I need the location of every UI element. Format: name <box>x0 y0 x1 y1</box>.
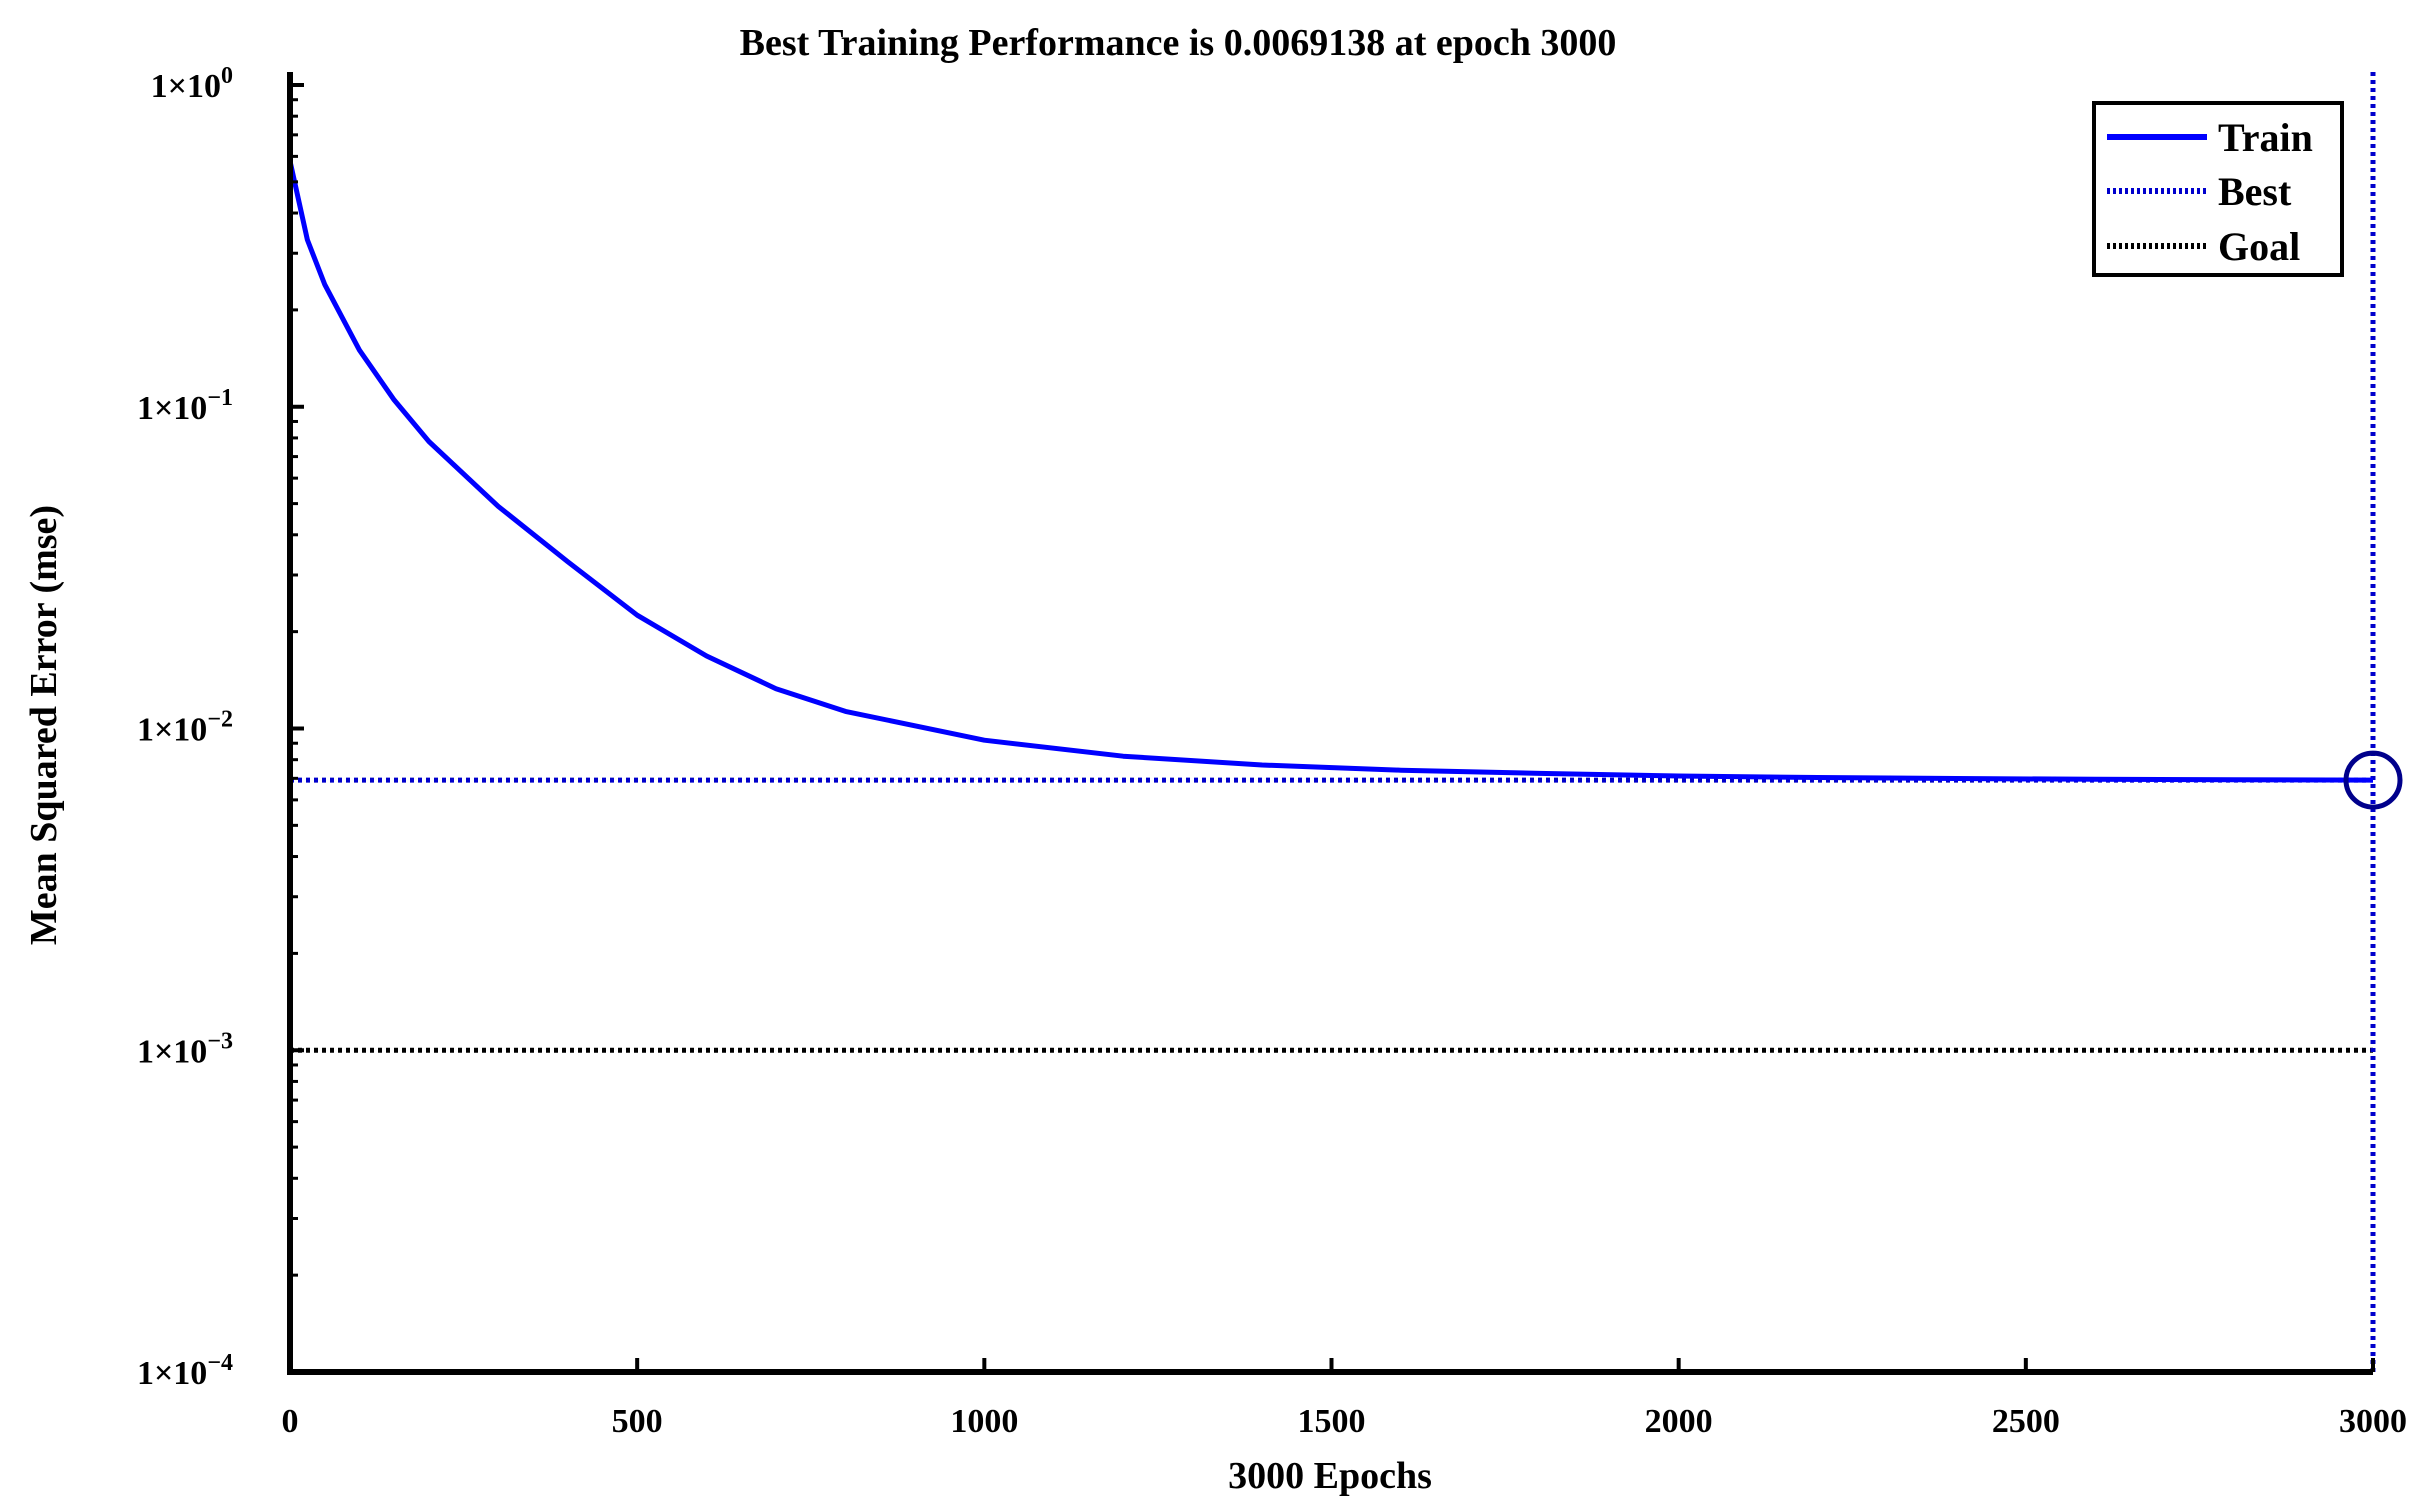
y-tick-label: 1×100 <box>151 63 233 105</box>
plot-area <box>287 72 2403 1372</box>
x-axis-label: 3000 Epochs <box>1228 1455 1432 1497</box>
chart-title: Best Training Performance is 0.0069138 a… <box>740 22 1617 64</box>
y-tick-label: 1×10−1 <box>137 385 233 427</box>
train-series-line <box>287 160 2374 783</box>
x-tick-label: 3000 <box>2339 1403 2407 1440</box>
y-tick-label: 1×10−3 <box>137 1028 233 1070</box>
x-tick-label: 1500 <box>1298 1403 1366 1440</box>
legend: Train Best Goal <box>2092 101 2344 277</box>
x-tick-label: 2500 <box>1992 1403 2060 1440</box>
x-tick-label: 500 <box>612 1403 663 1440</box>
x-tick-label: 0 <box>282 1403 299 1440</box>
x-axis-ticks: 0 500 1000 1500 2000 2500 3000 <box>282 1358 2407 1440</box>
y-axis-label: Mean Squared Error (mse) <box>23 505 65 945</box>
best-marker <box>2343 750 2403 810</box>
y-axis-ticks: 1×100 1×10−1 1×10−2 1×10−3 1×10−4 <box>137 63 304 1392</box>
legend-label-best: Best <box>2218 169 2292 214</box>
legend-label-train: Train <box>2218 115 2313 160</box>
y-tick-label: 1×10−2 <box>137 707 233 749</box>
legend-label-goal: Goal <box>2218 224 2300 269</box>
x-tick-label: 2000 <box>1645 1403 1713 1440</box>
legend-box <box>2092 101 2344 277</box>
y-tick-label: 1×10−4 <box>137 1350 233 1392</box>
x-tick-label: 1000 <box>950 1403 1018 1440</box>
